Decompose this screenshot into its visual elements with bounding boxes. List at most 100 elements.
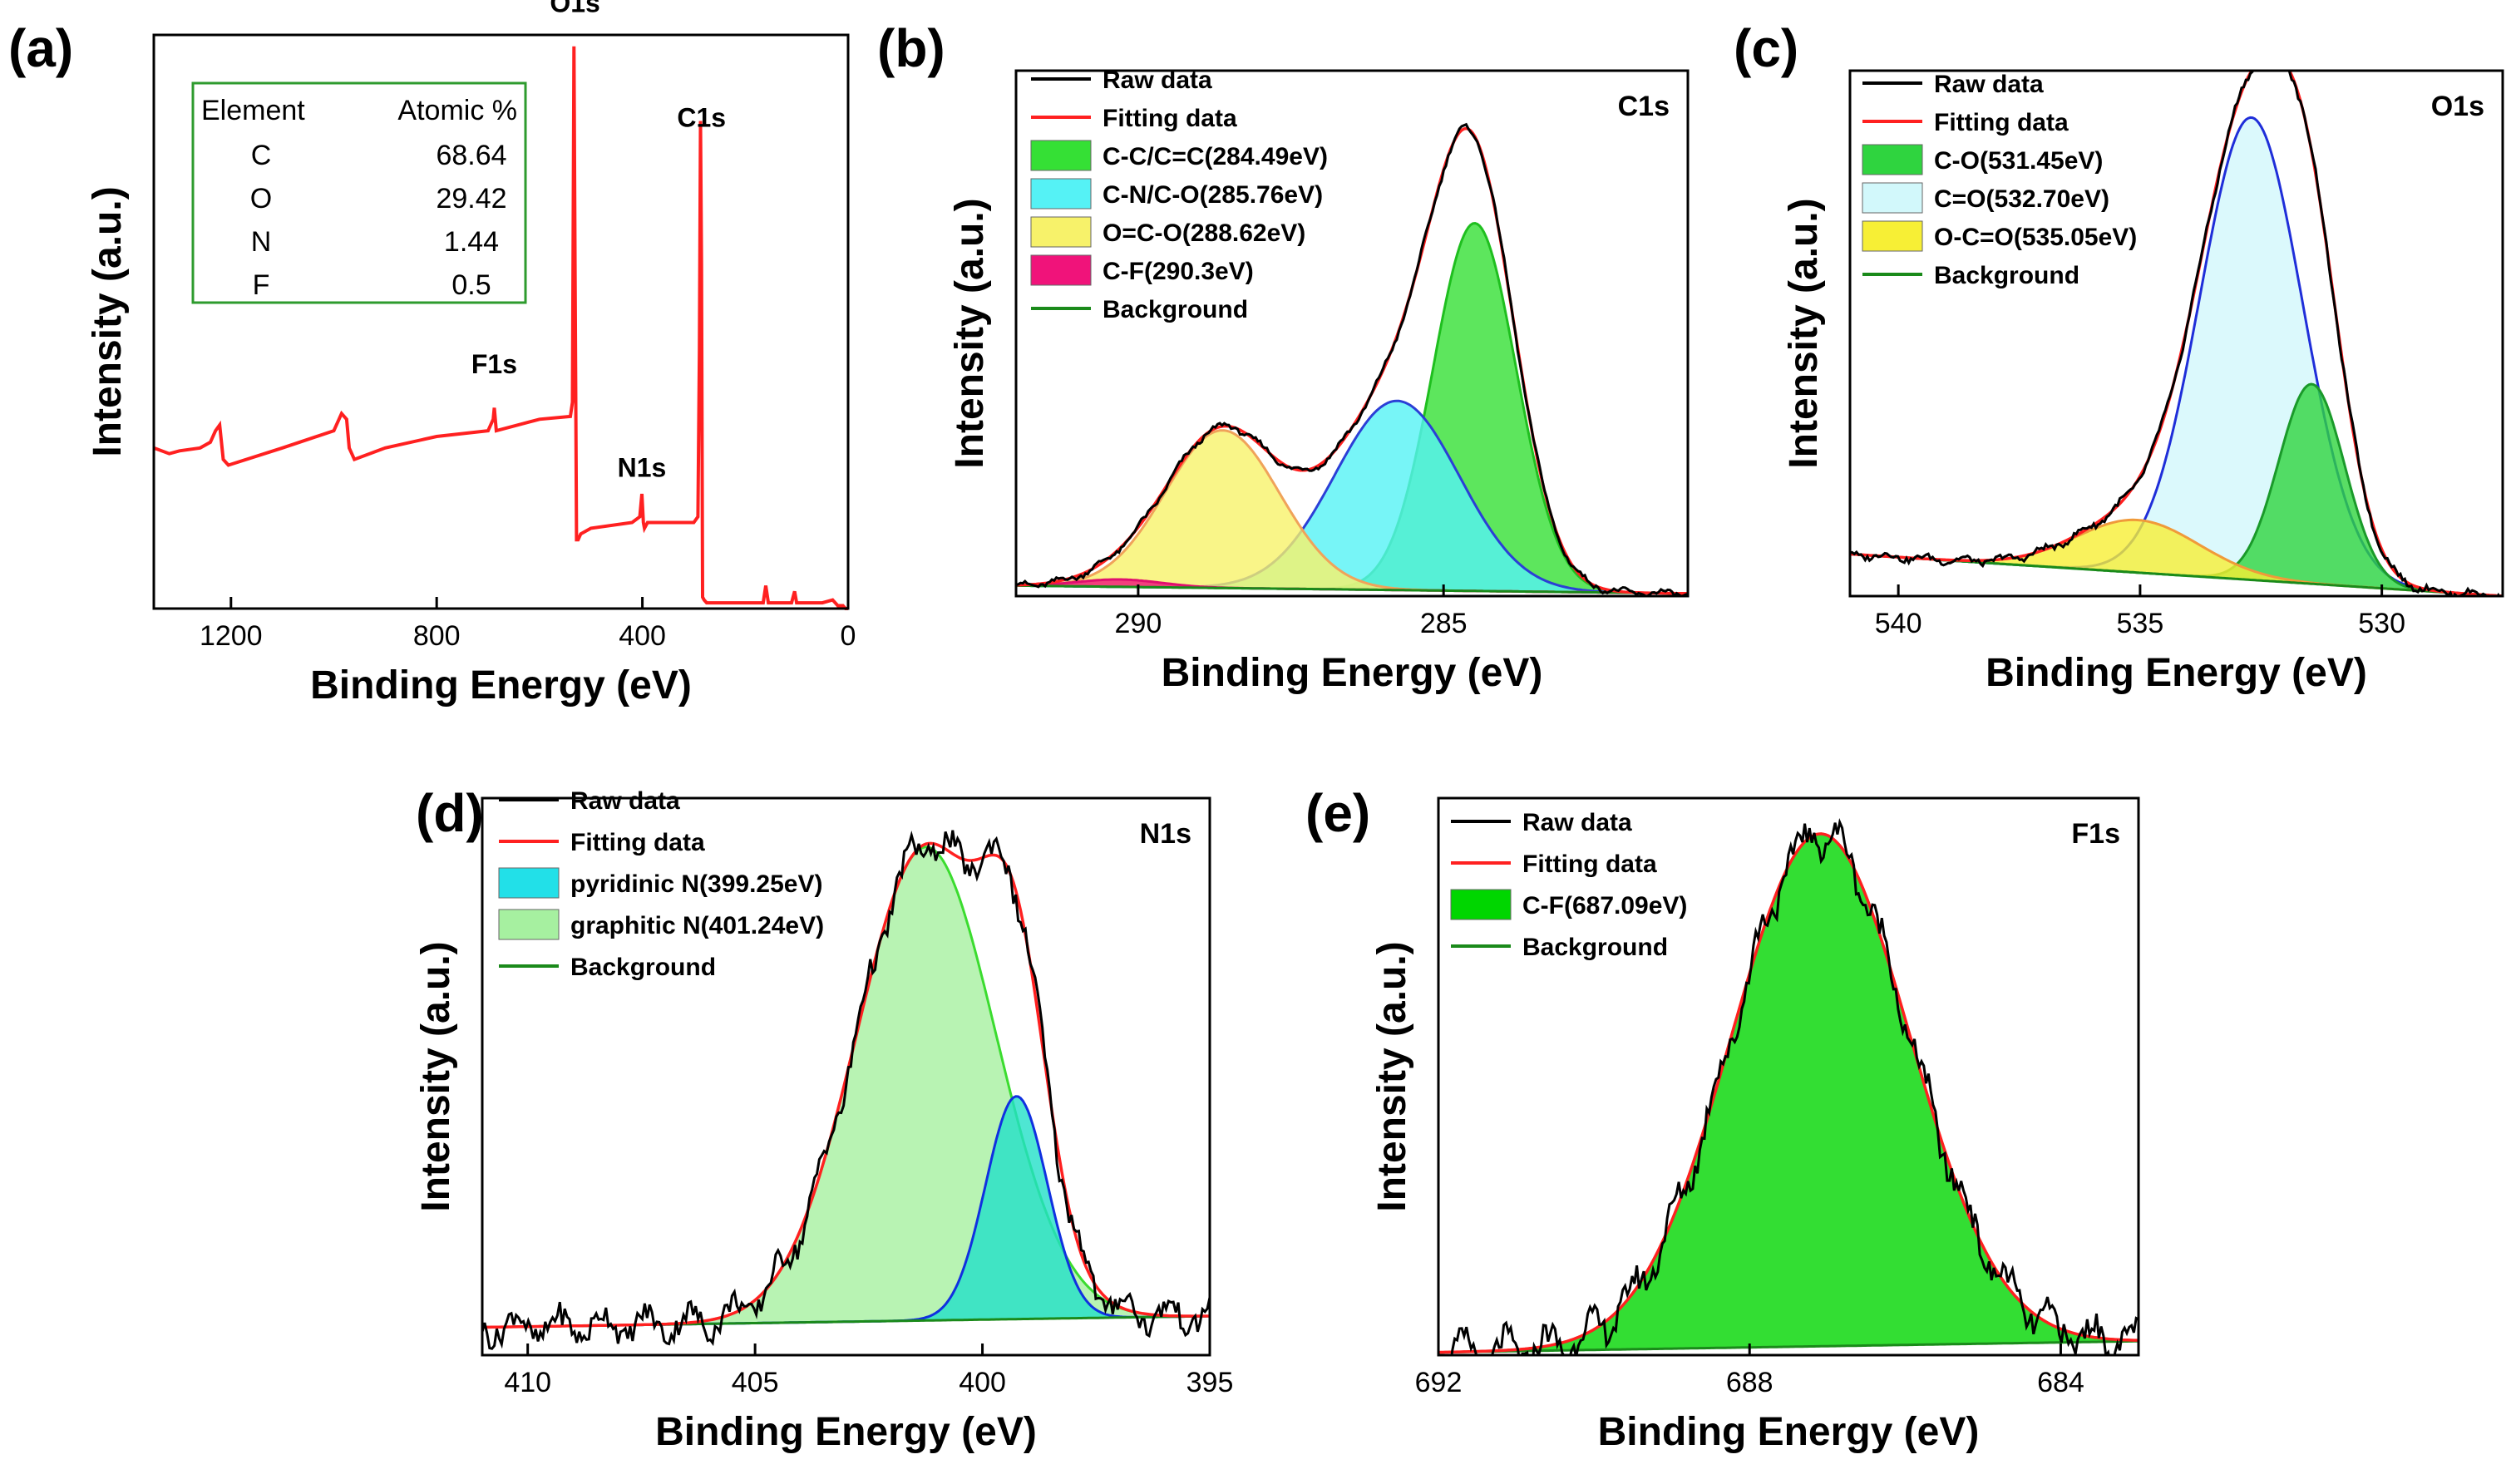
panel-label-b: (b) bbox=[877, 18, 945, 78]
x-tick-label: 410 bbox=[504, 1367, 551, 1398]
table-cell-value: 68.64 bbox=[436, 140, 506, 171]
x-tick-label: 530 bbox=[2358, 608, 2405, 639]
legend-label: Raw data bbox=[1934, 71, 2044, 98]
peak-area-C-F(687.09eV) bbox=[1438, 833, 2139, 1353]
table-border bbox=[191, 81, 527, 304]
legend-label: Background bbox=[1934, 262, 2079, 289]
legend-box-swatch bbox=[1862, 220, 1923, 252]
peak-area-C-O(531.45eV) bbox=[1850, 384, 2503, 596]
legend-label: C-O(531.45eV) bbox=[1934, 147, 2103, 175]
y-axis-title: Intensity (a.u.) bbox=[86, 186, 130, 456]
peak-label-F1s: F1s bbox=[471, 349, 517, 379]
x-tick-label: 1200 bbox=[200, 620, 263, 652]
panel-label-c: (c) bbox=[1734, 18, 1798, 78]
legend: Raw data Fitting data C-C/C=C(284.49eV) C-N… bbox=[1030, 67, 1328, 323]
legend-box-swatch bbox=[1030, 216, 1092, 248]
x-tick-label: 405 bbox=[732, 1367, 779, 1398]
legend-box-swatch bbox=[498, 909, 560, 940]
peak-area-O-C=O(535.05eV) bbox=[1850, 520, 2503, 596]
panel-e-f1s-chart: 692 688 684 Binding Energy (eV) Intensity (a… bbox=[1370, 796, 2140, 1454]
peak-area-C=O(532.70eV) bbox=[1850, 117, 2503, 596]
peak-label-C1s: C1s bbox=[677, 102, 726, 132]
panel-d-n1s-chart: 410 405 400 395 Binding Energy (eV) Intensity… bbox=[414, 787, 1233, 1454]
legend-label: Fitting data bbox=[1934, 109, 2069, 136]
peak-area-C-C/C=C(284.49eV) bbox=[1016, 223, 1688, 594]
x-axis-title: Binding Energy (eV) bbox=[1162, 651, 1543, 695]
plot-frame bbox=[1437, 796, 2140, 1357]
composition-table: Element Atomic % C 68.64 O 29.42 N 1.44 F 0.5 bbox=[191, 81, 527, 304]
peak-area-O=C-O(288.62eV) bbox=[1016, 430, 1688, 594]
x-tick-label: 400 bbox=[619, 620, 666, 652]
x-axis-title: Binding Energy (eV) bbox=[1598, 1410, 1980, 1454]
legend: Raw data Fitting data C-O(531.45eV) C=O(532… bbox=[1862, 71, 2137, 289]
corner-title: N1s bbox=[1140, 818, 1191, 850]
legend-label: Fitting data bbox=[1103, 105, 1237, 132]
raw-data-line bbox=[1016, 122, 1688, 596]
legend-label: pyridinic N(399.25eV) bbox=[570, 870, 822, 898]
table-cell-value: 1.44 bbox=[444, 226, 499, 258]
legend-box-swatch bbox=[1450, 889, 1512, 920]
y-axis-title: Intensity (a.u.) bbox=[1782, 198, 1826, 468]
panel-a-survey-chart: 1200 800 400 0 Binding Energy (eV) Intensity … bbox=[86, 0, 856, 707]
raw-data-line bbox=[1850, 71, 2501, 596]
x-axis-title: Binding Energy (eV) bbox=[1986, 651, 2367, 695]
x-tick-label: 688 bbox=[1726, 1367, 1773, 1398]
legend-label: O=C-O(288.62eV) bbox=[1103, 219, 1305, 247]
legend-label: C-F(290.3eV) bbox=[1103, 258, 1254, 285]
panel-c-o1s-chart: 540 535 530 Binding Energy (eV) Intensity (a… bbox=[1782, 69, 2504, 695]
legend-box-swatch bbox=[1862, 144, 1923, 175]
table-cell-value: 0.5 bbox=[451, 269, 491, 301]
x-tick-label: 400 bbox=[959, 1367, 1006, 1398]
table-header: Element bbox=[201, 95, 305, 126]
legend-label: C-F(687.09eV) bbox=[1522, 892, 1687, 919]
y-axis-title: Intensity (a.u.) bbox=[1370, 941, 1414, 1211]
legend-label: Raw data bbox=[570, 787, 680, 815]
plot-frame bbox=[1848, 69, 2504, 598]
x-axis-title: Binding Energy (eV) bbox=[310, 663, 692, 707]
legend-box-swatch bbox=[1030, 178, 1092, 210]
x-tick-label: 684 bbox=[2037, 1367, 2084, 1398]
panel-label-a: (a) bbox=[8, 18, 73, 78]
y-axis-title: Intensity (a.u.) bbox=[948, 198, 992, 468]
peak-label-O1s: O1s bbox=[550, 0, 599, 17]
table-cell-element: N bbox=[251, 226, 272, 258]
y-axis-title: Intensity (a.u.) bbox=[414, 941, 458, 1211]
legend-label: Raw data bbox=[1522, 809, 1632, 836]
legend-box-swatch bbox=[1030, 254, 1092, 286]
legend: Raw data Fitting data pyridinic N(399.25eV… bbox=[498, 787, 824, 981]
x-tick-label: 692 bbox=[1415, 1367, 1463, 1398]
legend-label: Fitting data bbox=[570, 829, 705, 856]
plot-frame bbox=[152, 33, 850, 610]
legend: Raw data Fitting data C-F(687.09eV) Backgro… bbox=[1450, 809, 1687, 961]
peak-label-N1s: N1s bbox=[618, 452, 667, 482]
legend-label: Fitting data bbox=[1522, 850, 1657, 878]
x-tick-label: 535 bbox=[2117, 608, 2164, 639]
legend-box-swatch bbox=[1030, 140, 1092, 171]
corner-title: C1s bbox=[1618, 91, 1670, 122]
legend-label: C-C/C=C(284.49eV) bbox=[1103, 143, 1328, 170]
table-cell-value: 29.42 bbox=[436, 183, 506, 214]
table-cell-element: O bbox=[250, 183, 272, 214]
raw-data-line bbox=[1450, 818, 2139, 1355]
legend-label: C=O(532.70eV) bbox=[1934, 185, 2109, 213]
peak-area-pyridinic N(399.25eV) bbox=[482, 1096, 1210, 1328]
corner-title: F1s bbox=[2071, 818, 2120, 850]
background-line bbox=[1438, 1339, 2139, 1354]
legend-label: Raw data bbox=[1103, 67, 1212, 94]
plot-area bbox=[1850, 71, 2503, 596]
plot-area bbox=[1438, 818, 2139, 1355]
plot-area bbox=[1016, 122, 1688, 596]
corner-title: O1s bbox=[2431, 91, 2484, 122]
legend-label: C-N/C-O(285.76eV) bbox=[1103, 181, 1323, 209]
panel-label-e: (e) bbox=[1305, 783, 1370, 843]
x-tick-label: 395 bbox=[1186, 1367, 1234, 1398]
legend-label: Background bbox=[1103, 296, 1248, 323]
x-axis-title: Binding Energy (eV) bbox=[655, 1410, 1037, 1454]
panel-label-d: (d) bbox=[416, 783, 484, 843]
raw-data-line bbox=[482, 830, 1210, 1350]
background-line bbox=[1016, 584, 1688, 595]
plot-area bbox=[482, 830, 1210, 1350]
legend-label: graphitic N(401.24eV) bbox=[570, 912, 824, 939]
table-cell-element: C bbox=[251, 140, 272, 171]
